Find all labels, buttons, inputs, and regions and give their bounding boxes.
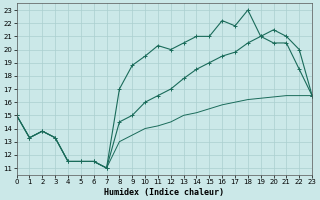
X-axis label: Humidex (Indice chaleur): Humidex (Indice chaleur) (104, 188, 224, 197)
